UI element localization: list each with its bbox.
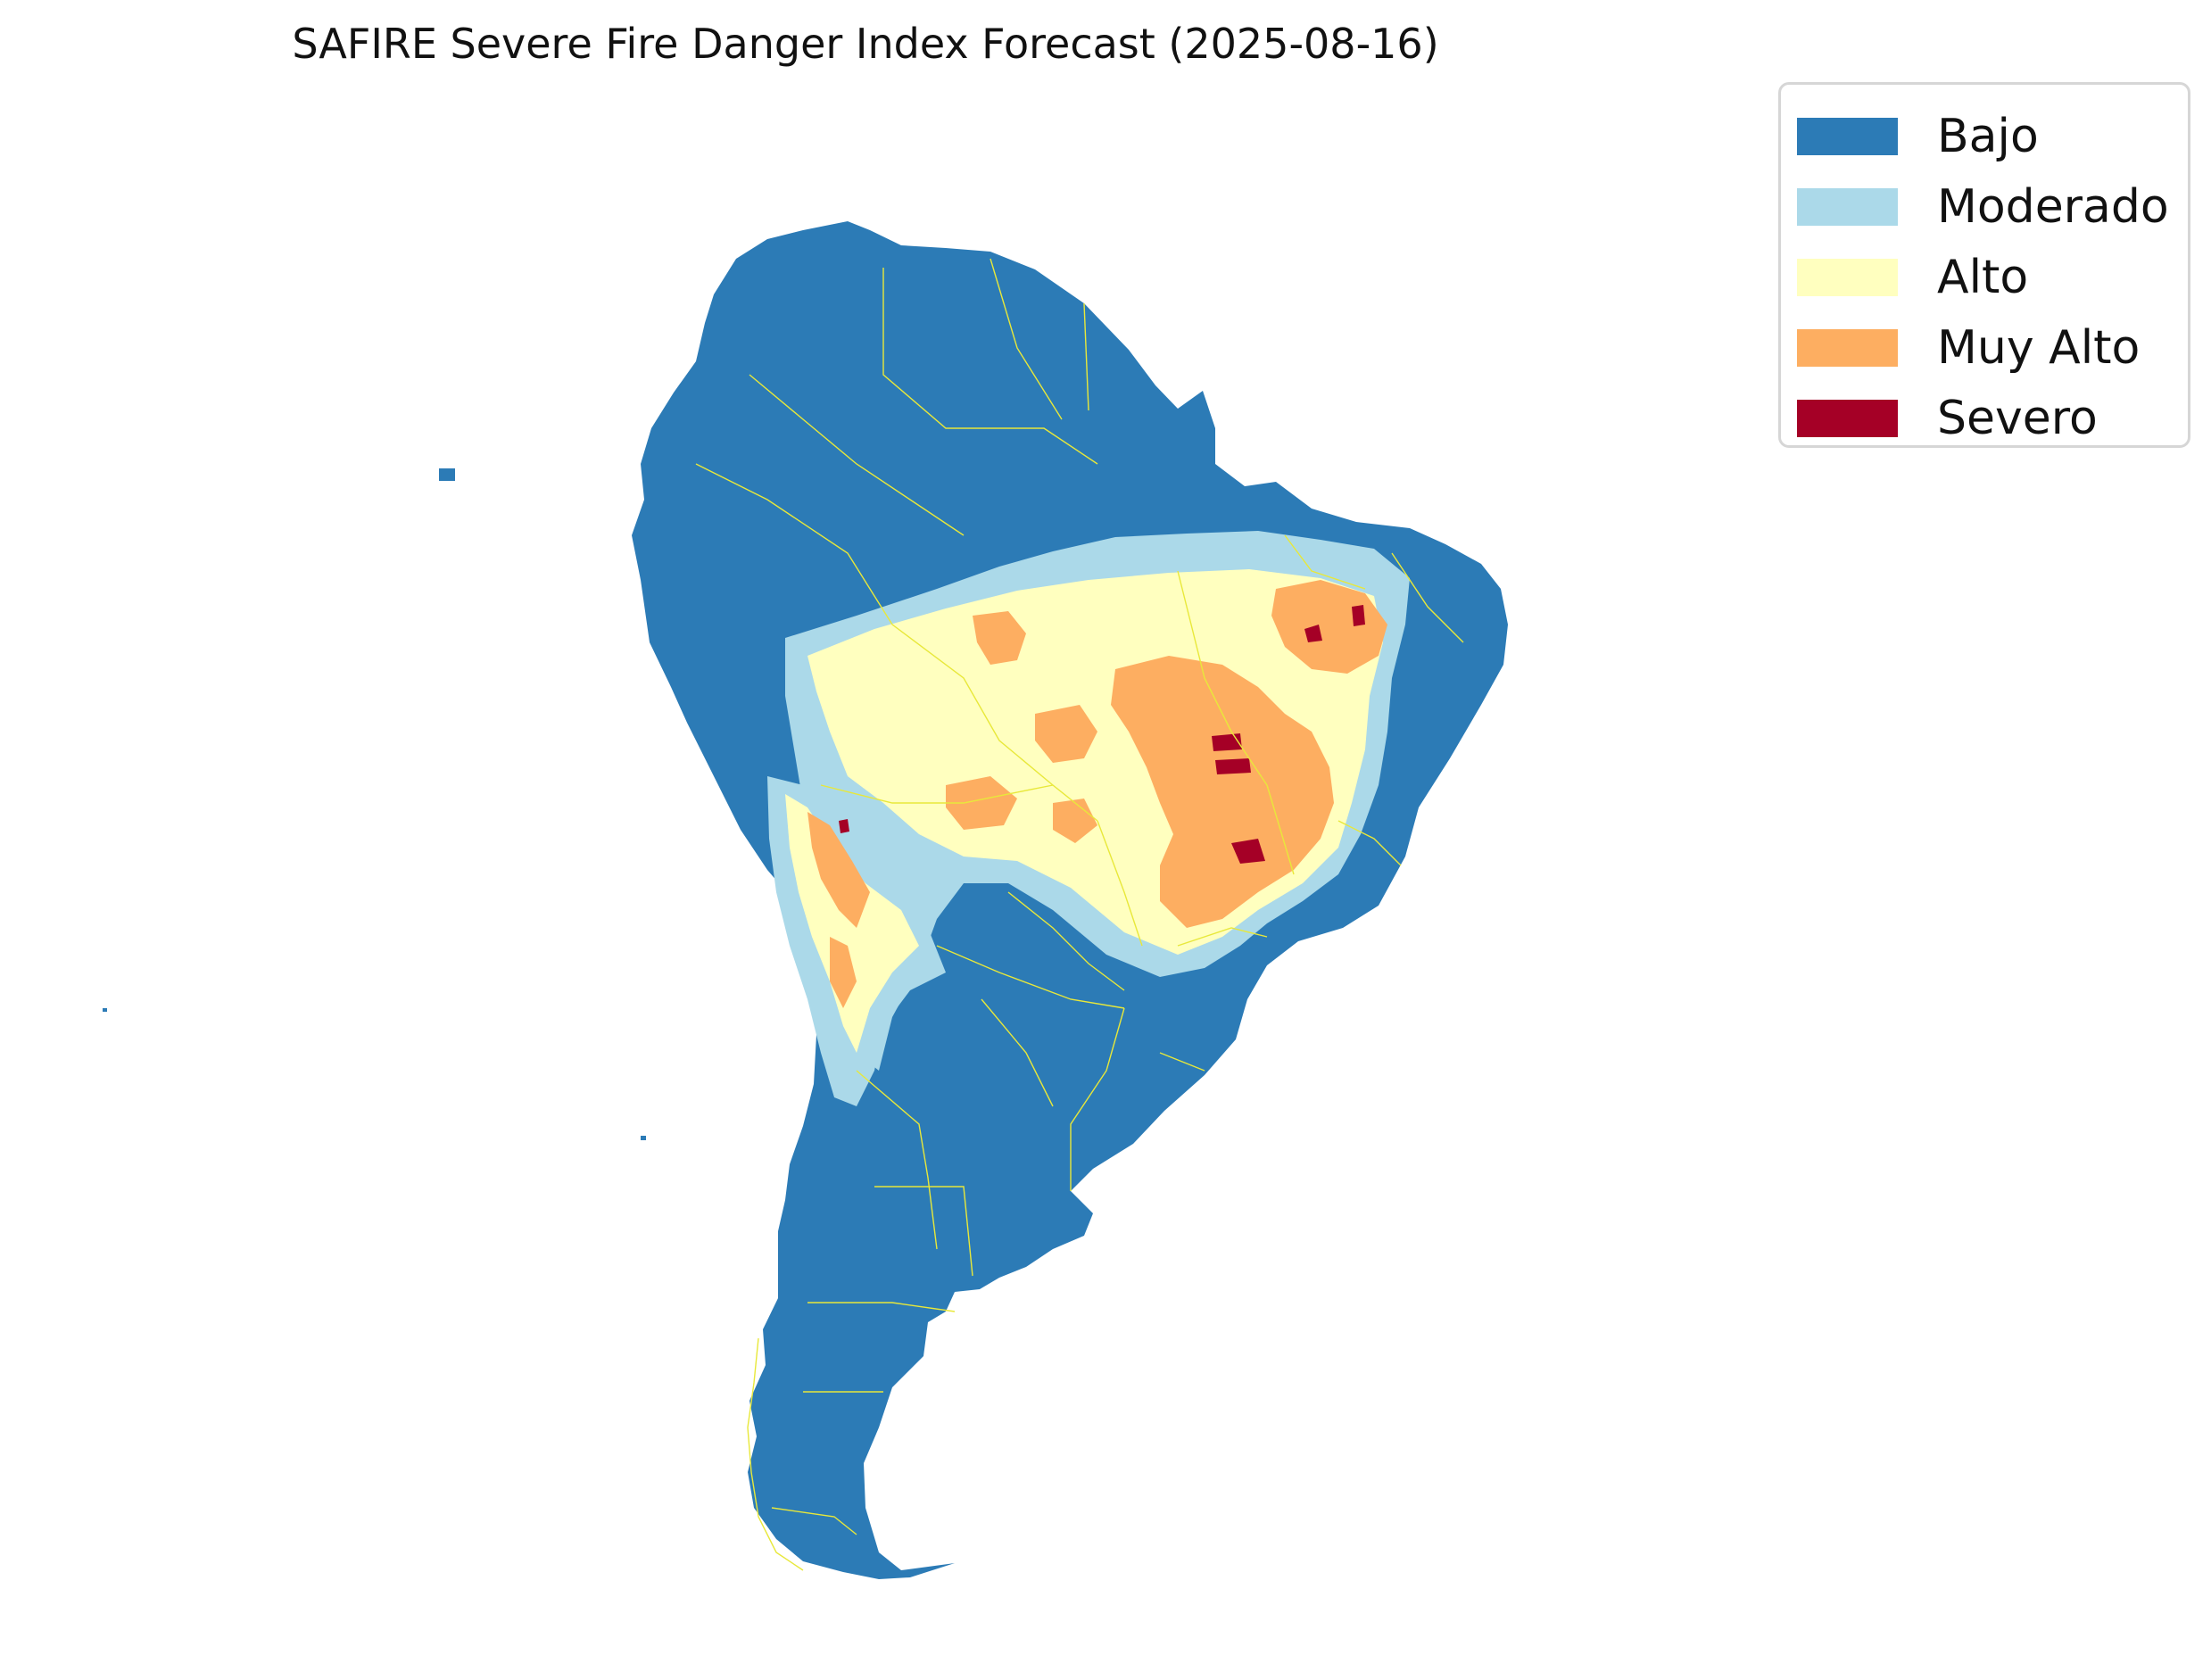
legend-swatch	[1797, 328, 1898, 367]
legend-item-bajo: Bajo	[1797, 101, 2188, 171]
danger-zone-severo-3	[1231, 839, 1265, 864]
danger-zone-severo-6	[839, 819, 849, 833]
danger-zone-severo-5	[1352, 605, 1365, 626]
legend-label: Muy Alto	[1937, 320, 2141, 375]
galapagos-islands	[439, 468, 455, 481]
danger-zone-severo-2	[1215, 758, 1251, 774]
legend-swatch	[1797, 258, 1898, 296]
legend-label: Severo	[1937, 391, 2098, 445]
map-title: SAFIRE Severe Fire Danger Index Forecast…	[292, 20, 1439, 68]
legend-label: Alto	[1937, 250, 2029, 304]
legend-swatch	[1797, 187, 1898, 226]
danger-zone-muy-alto-andes	[807, 812, 870, 928]
danger-zone-muy-alto-west-3	[946, 776, 1017, 830]
danger-zone-severo-1	[1212, 733, 1242, 751]
danger-zone-muy-alto-west-4	[1053, 799, 1097, 843]
boundary-lines	[695, 258, 1464, 1535]
legend-item-alto: Alto	[1797, 242, 2188, 312]
island-dot-1	[641, 1136, 646, 1140]
legend-label: Moderado	[1937, 179, 2169, 234]
danger-zone-muy-alto-west-2	[1035, 705, 1097, 763]
fire-danger-map	[103, 221, 1508, 1579]
legend-item-severo: Severo	[1797, 383, 2188, 453]
danger-zone-muy-alto-andes-south	[830, 937, 857, 1008]
danger-zone-muy-alto-central	[1111, 656, 1334, 928]
legend-swatch	[1797, 117, 1898, 155]
legend-item-moderado: Moderado	[1797, 171, 2188, 242]
danger-zone-severo-4	[1304, 625, 1322, 642]
island-dot-2	[103, 1008, 107, 1012]
legend-item-muy-alto: Muy Alto	[1797, 312, 2188, 383]
legend-swatch	[1797, 399, 1898, 437]
legend-label: Bajo	[1937, 109, 2039, 163]
legend: Bajo Moderado Alto Muy Alto Severo	[1778, 82, 2190, 448]
coastline-fragments	[747, 1337, 804, 1571]
danger-zone-muy-alto-west-1	[973, 611, 1026, 665]
danger-zone-muy-alto-northeast	[1271, 580, 1387, 674]
